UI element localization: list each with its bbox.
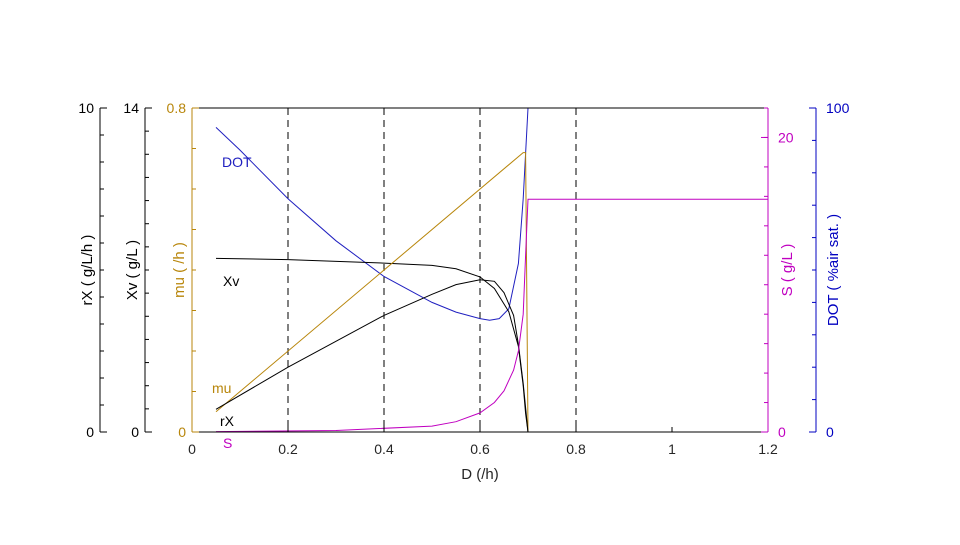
y-tick-label-xv-0: 0 [131, 424, 139, 440]
y-tick-label-mu-1: 0.8 [167, 100, 187, 116]
series-label-mu: mu [212, 380, 231, 396]
y-axis-rx: 0 10 rX ( g/L/h ) [78, 100, 107, 440]
series-label-s: S [223, 435, 232, 451]
series-label-xv: Xv [223, 273, 239, 289]
y-tick-label-s-0: 0 [778, 424, 786, 440]
series-s-line [215, 198, 768, 433]
x-tick-label-4: 0.8 [566, 441, 586, 457]
x-tick-label-6: 1.2 [758, 441, 778, 457]
y-tick-label-xv-1: 14 [123, 100, 139, 116]
x-tick-label-5: 1 [668, 441, 676, 457]
x-axis-label: D (/h) [461, 466, 499, 483]
y-axis-label-mu: mu ( /h ) [171, 242, 188, 298]
y-tick-label-mu-0: 0 [178, 424, 186, 440]
y-tick-label-rx-1: 10 [78, 100, 94, 116]
y-axis-dot: 0 100 DOT ( %air sat. ) [809, 100, 850, 440]
y-axis-mu: 0 0.8 mu ( /h ) [167, 100, 199, 440]
y-axis-xv: 0 14 Xv ( g/L ) [123, 100, 152, 440]
y-axis-label-s: S ( g/L ) [779, 244, 796, 297]
series-label-dot: DOT [222, 154, 252, 170]
x-tick-label-0: 0 [188, 441, 196, 457]
y-tick-label-dot-1: 100 [826, 100, 850, 116]
series-label-rx: rX [220, 413, 235, 429]
y-axis-s: 0 20 S ( g/L ) [761, 107, 796, 440]
series-labels: DOT Xv mu rX S [212, 154, 252, 451]
y-tick-label-dot-0: 0 [826, 424, 834, 440]
x-tick-label-3: 0.6 [470, 441, 490, 457]
y-tick-label-rx-0: 0 [86, 424, 94, 440]
y-axis-label-rx: rX ( g/L/h ) [79, 235, 96, 306]
y-axis-label-xv: Xv ( g/L ) [124, 240, 141, 300]
x-tick-label-1: 0.2 [278, 441, 298, 457]
axes-layer: 0 0.2 0.4 0.6 0.8 1 1.2 D (/h) 0 10 rX ( g/L/h ) 0 1… [78, 100, 849, 483]
y-tick-label-s-1: 20 [778, 129, 794, 145]
y-axis-label-dot: DOT ( %air sat. ) [825, 214, 842, 326]
series-rx-line [215, 279, 529, 433]
x-tick-label-2: 0.4 [374, 441, 394, 457]
